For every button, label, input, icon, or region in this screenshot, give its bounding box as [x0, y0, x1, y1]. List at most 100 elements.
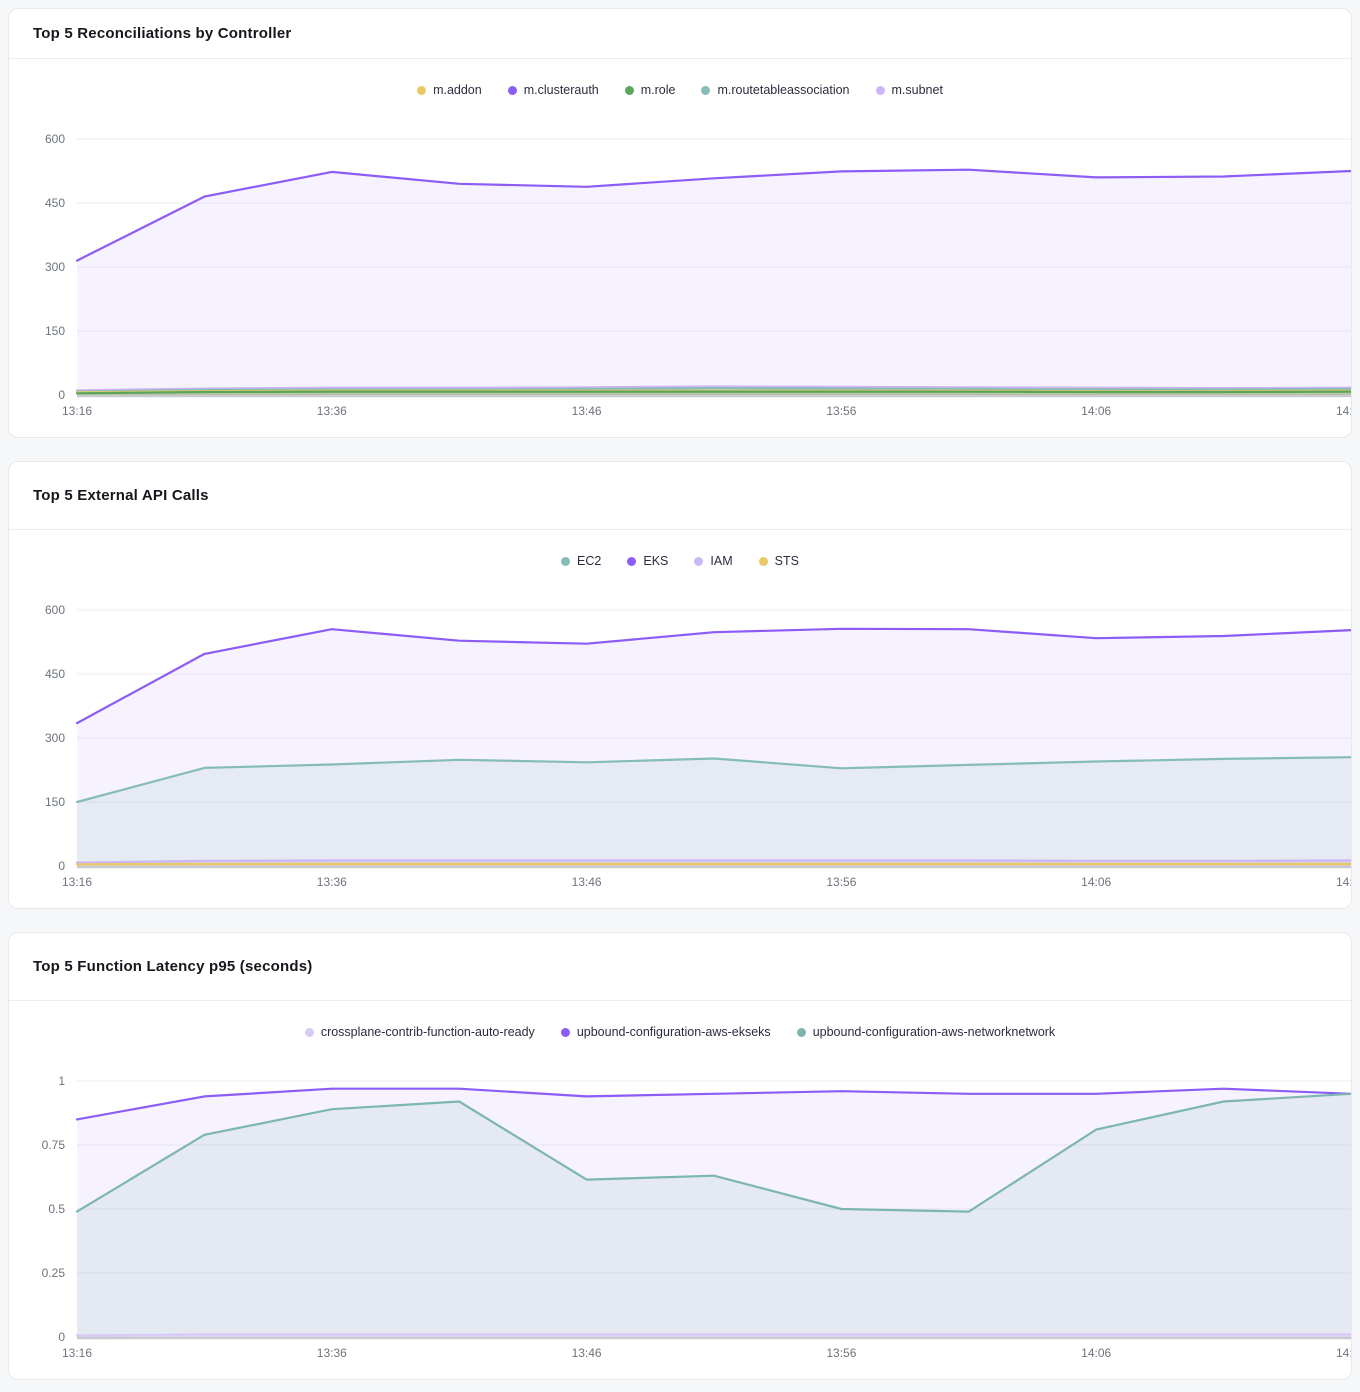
panel-header: Top 5 External API Calls	[9, 462, 1351, 530]
function-latency-p95-chart-canvas	[75, 1080, 1351, 1340]
panel-title: Top 5 External API Calls	[33, 487, 209, 504]
series-line-crossplane-contrib-function-auto-ready	[75, 1333, 1351, 1337]
legend-dot-icon	[796, 1027, 806, 1037]
panel-title: Top 5 Reconciliations by Controller	[33, 25, 292, 42]
legend-item-m.role[interactable]: m.role	[624, 83, 676, 97]
y-axis-label: 0	[58, 388, 65, 402]
legend-dot-icon	[561, 556, 571, 566]
chart-legend: crossplane-contrib-function-auto-ready up…	[9, 1025, 1351, 1039]
legend-label: m.routetableassociation	[717, 83, 850, 97]
legend-item-IAM[interactable]: IAM	[694, 554, 733, 568]
y-axis-label: 1	[58, 1074, 65, 1088]
legend-item-m.clusterauth[interactable]: m.clusterauth	[507, 83, 599, 97]
y-axis-label: 600	[44, 603, 65, 617]
panel-external-api-calls: Top 5 External API Calls EC2 EKS IAM STS 0 1…	[8, 461, 1352, 909]
legend-dot-icon	[701, 85, 711, 95]
x-axis-label: 13:46	[571, 1346, 602, 1360]
series-area-m.clusterauth	[77, 169, 1351, 395]
y-axis-label: 0	[58, 1330, 65, 1344]
series-area-upbound-configuration-aws-ekseks	[77, 1088, 1351, 1337]
x-axis-label: 13:16	[61, 875, 93, 889]
x-axis-label: 13:56	[826, 1346, 857, 1360]
series-line-upbound-configuration-aws-networknetwork	[75, 1092, 1351, 1213]
x-axis-label: 14:06	[1081, 404, 1112, 418]
x-axis-label: 14:06	[1081, 1346, 1112, 1360]
x-axis-label: 14:16	[1335, 1346, 1351, 1360]
series-area-upbound-configuration-aws-networknetwork	[77, 1093, 1351, 1337]
panel-title: Top 5 Function Latency p95 (seconds)	[33, 958, 313, 975]
series-area-EC2	[77, 757, 1351, 866]
chart-plot	[75, 609, 1351, 869]
reconciliations-by-controller-chart-canvas	[75, 138, 1351, 398]
legend-label: m.clusterauth	[523, 83, 599, 97]
legend-item-EC2[interactable]: EC2	[561, 554, 601, 568]
legend-label: IAM	[710, 554, 733, 568]
chart-body: m.addon m.clusterauth m.role m.routetableas…	[9, 59, 1351, 437]
legend-dot-icon	[627, 556, 637, 566]
legend-item-STS[interactable]: STS	[758, 554, 799, 568]
legend-dot-icon	[304, 1027, 314, 1037]
panel-function-latency-p95: Top 5 Function Latency p95 (seconds) cro…	[8, 932, 1352, 1380]
x-axis-label: 13:36	[316, 404, 347, 418]
chart-plot	[75, 1080, 1351, 1340]
chart-legend: EC2 EKS IAM STS	[9, 554, 1351, 568]
external-api-calls-chart-canvas	[75, 609, 1351, 869]
y-axis-label: 150	[44, 795, 65, 809]
legend-label: EKS	[643, 554, 669, 568]
series-line-IAM	[75, 859, 1351, 864]
series-line-m.subnet	[75, 385, 1351, 392]
x-axis-label: 13:46	[571, 404, 602, 418]
legend-label: m.addon	[433, 83, 482, 97]
y-axis-label: 0	[58, 859, 65, 873]
x-axis-label: 14:06	[1081, 875, 1112, 889]
y-axis-label: 450	[44, 196, 65, 210]
series-area-EKS	[77, 628, 1351, 866]
x-axis-label: 13:36	[316, 875, 347, 889]
legend-dot-icon	[507, 85, 517, 95]
y-axis-label: 600	[44, 132, 65, 146]
legend-label: upbound-configuration-aws-ekseks	[576, 1025, 771, 1039]
chart-body: EC2 EKS IAM STS 0 150 300 450 600 13:16 13:36 13:4…	[9, 530, 1351, 908]
legend-item-crossplane-contrib-function-auto-ready[interactable]: crossplane-contrib-function-auto-ready	[304, 1025, 535, 1039]
legend-item-m.routetableassociation[interactable]: m.routetableassociation	[701, 83, 850, 97]
legend-dot-icon	[758, 556, 768, 566]
x-axis-label: 13:16	[61, 404, 93, 418]
legend-item-m.subnet[interactable]: m.subnet	[875, 83, 943, 97]
legend-dot-icon	[624, 85, 634, 95]
y-axis-label: 300	[44, 731, 65, 745]
series-line-EKS	[75, 627, 1351, 725]
x-axis-label: 13:56	[826, 875, 857, 889]
series-line-m.role	[75, 390, 1351, 395]
x-axis-label: 14:16	[1335, 404, 1351, 418]
x-axis-label: 13:36	[316, 1346, 347, 1360]
x-axis-label: 13:56	[826, 404, 857, 418]
series-line-EC2	[75, 756, 1351, 804]
legend-label: m.role	[640, 83, 676, 97]
panel-header: Top 5 Reconciliations by Controller	[9, 9, 1351, 59]
legend-item-EKS[interactable]: EKS	[627, 554, 668, 568]
legend-dot-icon	[694, 556, 704, 566]
legend-dot-icon	[560, 1027, 570, 1037]
legend-dot-icon	[875, 85, 885, 95]
chart-body: crossplane-contrib-function-auto-ready up…	[9, 1001, 1351, 1379]
x-axis-label: 13:46	[571, 875, 602, 889]
y-axis-label: 0.25	[41, 1266, 65, 1280]
legend-label: EC2	[577, 554, 602, 568]
panel-header: Top 5 Function Latency p95 (seconds)	[9, 933, 1351, 1001]
series-line-m.routetableassociation	[75, 387, 1351, 393]
legend-label: STS	[774, 554, 799, 568]
chart-legend: m.addon m.clusterauth m.role m.routetableas…	[9, 83, 1351, 97]
panel-reconciliations-by-controller: Top 5 Reconciliations by Controller m.ad…	[8, 8, 1352, 438]
y-axis-label: 450	[44, 667, 65, 681]
legend-label: upbound-configuration-aws-networknetwork	[812, 1025, 1056, 1039]
y-axis-label: 0.5	[48, 1202, 65, 1216]
series-line-upbound-configuration-aws-ekseks	[75, 1087, 1351, 1121]
legend-item-upbound-configuration-aws-ekseks[interactable]: upbound-configuration-aws-ekseks	[560, 1025, 771, 1039]
y-axis-label: 0.75	[41, 1138, 65, 1152]
legend-label: crossplane-contrib-function-auto-ready	[320, 1025, 535, 1039]
legend-label: m.subnet	[891, 83, 943, 97]
legend-item-m.addon[interactable]: m.addon	[417, 83, 482, 97]
legend-item-upbound-configuration-aws-networknetwork[interactable]: upbound-configuration-aws-networknetwork	[796, 1025, 1056, 1039]
x-axis-label: 13:16	[61, 1346, 93, 1360]
x-axis-label: 14:16	[1335, 875, 1351, 889]
